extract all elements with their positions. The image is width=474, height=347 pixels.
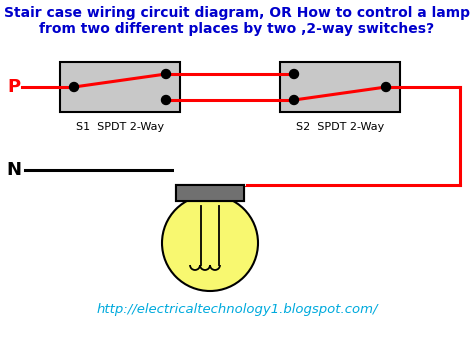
Text: N: N	[7, 161, 21, 179]
Bar	[60, 62, 180, 112]
Circle shape	[290, 95, 299, 104]
Circle shape	[162, 69, 171, 78]
Text: Stair case wiring circuit diagram, OR How to control a lamp: Stair case wiring circuit diagram, OR Ho…	[4, 6, 470, 20]
Circle shape	[290, 69, 299, 78]
Text: S1  SPDT 2-Way: S1 SPDT 2-Way	[76, 122, 164, 132]
Bar	[176, 185, 244, 201]
Circle shape	[162, 95, 171, 104]
Bar	[280, 62, 400, 112]
Bar	[176, 185, 244, 201]
Text: http://electricaltechnology1.blogspot.com/: http://electricaltechnology1.blogspot.co…	[96, 304, 378, 316]
Text: from two different places by two ,2-way switches?: from two different places by two ,2-way …	[39, 22, 435, 36]
Circle shape	[70, 83, 79, 92]
Circle shape	[162, 195, 258, 291]
Bar	[174, 137, 246, 186]
Circle shape	[382, 83, 391, 92]
Text: P: P	[8, 78, 20, 96]
Text: S2  SPDT 2-Way: S2 SPDT 2-Way	[296, 122, 384, 132]
